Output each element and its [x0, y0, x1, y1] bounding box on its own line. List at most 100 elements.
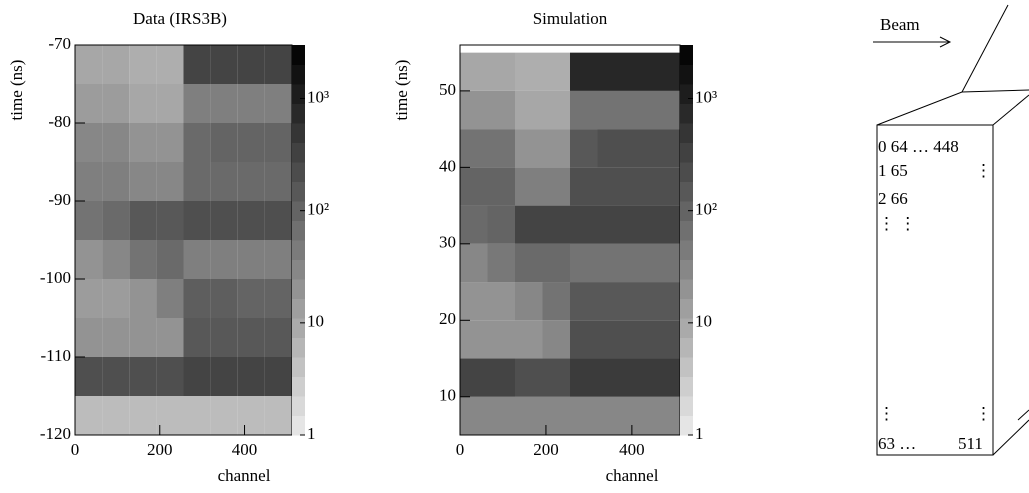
- colorbar-step: [680, 45, 693, 65]
- colorbar-step: [292, 181, 305, 202]
- colorbar-step: [292, 240, 305, 260]
- colorbar-step: [680, 357, 693, 377]
- heatmap-cell: [597, 320, 625, 359]
- y-tick-label: 40: [439, 156, 456, 175]
- heatmap-cell: [156, 162, 184, 201]
- detector-diagram: [873, 4, 1029, 456]
- heatmap-cell: [264, 45, 292, 84]
- heatmap-cell: [515, 90, 543, 130]
- colorbar-step: [292, 337, 305, 358]
- heatmap-cell: [570, 282, 598, 321]
- colorbar-step: [292, 84, 305, 104]
- colorbar-step: [292, 318, 305, 338]
- heatmap-cell: [625, 129, 653, 168]
- heatmap-cell: [237, 318, 265, 357]
- heatmap-cell: [487, 205, 515, 244]
- heatmap-cell: [625, 167, 653, 206]
- heatmap-cell: [487, 282, 515, 321]
- heatmap-cell: [156, 279, 184, 318]
- heatmap-cell: [570, 52, 598, 91]
- heatmap-cell: [625, 52, 653, 91]
- heatmap-cell: [264, 240, 292, 279]
- heatmap-cell: [210, 45, 238, 84]
- heatmap-cell: [75, 84, 103, 123]
- heatmap-cell: [156, 123, 184, 162]
- heatmap-cell: [570, 358, 598, 397]
- heatmap-cell: [102, 279, 130, 318]
- beam-label: Beam: [880, 15, 920, 34]
- x-tick-label: 0: [71, 440, 80, 459]
- heatmap-cell: [237, 279, 265, 318]
- colorbar-step: [680, 396, 693, 416]
- heatmap-cell: [652, 282, 680, 321]
- channel-label: 0 64 … 448: [878, 137, 959, 156]
- x-axis-label: channel: [218, 466, 271, 485]
- heatmap-cell: [264, 162, 292, 201]
- colorbar-step: [680, 103, 693, 124]
- heatmap-cell: [156, 201, 184, 240]
- heatmap-cell: [264, 357, 292, 396]
- heatmap-cell: [156, 84, 184, 123]
- heatmap-cell: [625, 205, 653, 244]
- heatmap-cell: [210, 318, 238, 357]
- colorbar-step: [680, 220, 693, 241]
- heatmap-cell: [515, 205, 543, 244]
- heatmap-cell: [652, 52, 680, 91]
- y-tick-label: -70: [48, 34, 71, 53]
- colorbar-step: [292, 64, 305, 85]
- heatmap-cell: [542, 396, 570, 435]
- heatmap-cell: [102, 162, 130, 201]
- heatmap-cell: [156, 318, 184, 357]
- colorbar-step: [292, 162, 305, 182]
- y-tick-label: -80: [48, 112, 71, 131]
- heatmap-cell: [487, 129, 515, 168]
- colorbar-step: [680, 84, 693, 104]
- heatmap-cell: [515, 129, 543, 168]
- heatmap-cell: [515, 358, 543, 397]
- heatmap-cell: [515, 282, 543, 321]
- y-tick-label: -90: [48, 190, 71, 209]
- heatmap-cell: [570, 90, 598, 130]
- colorbar-step: [292, 357, 305, 377]
- heatmap-cell: [542, 90, 570, 130]
- chart-title: Simulation: [533, 9, 608, 28]
- module-edge: [1017, 409, 1029, 421]
- beam-arrow-head: [939, 36, 952, 48]
- heatmap-cell: [460, 320, 488, 359]
- colorbar-step: [292, 396, 305, 416]
- heatmap-cell: [210, 279, 238, 318]
- heatmap-cell: [570, 396, 598, 435]
- y-axis-label: time (ns): [7, 60, 26, 121]
- heatmap-cell: [183, 84, 211, 123]
- heatmap-cell: [75, 201, 103, 240]
- heatmap-cell: [237, 396, 265, 435]
- heatmap-cell: [183, 201, 211, 240]
- heatmap-cell: [597, 129, 625, 168]
- colorbar-step: [292, 201, 305, 221]
- heatmap-cell: [129, 396, 157, 435]
- colorbar-step: [680, 142, 693, 163]
- heatmap-cell: [264, 279, 292, 318]
- heatmap-cell: [264, 318, 292, 357]
- heatmap-cell: [264, 396, 292, 435]
- colorbar-step: [680, 318, 693, 338]
- chart-title: Data (IRS3B): [133, 9, 227, 28]
- heatmap-cell: [597, 396, 625, 435]
- heatmap-cell: [237, 45, 265, 84]
- heatmap-cell: [156, 357, 184, 396]
- module-edge: [961, 4, 1009, 93]
- heatmap-cell: [625, 90, 653, 130]
- y-tick-label: -110: [40, 346, 71, 365]
- heatmap-cell: [210, 396, 238, 435]
- colorbar-tick-label: 10³: [695, 87, 717, 106]
- colorbar-step: [680, 162, 693, 182]
- heatmap-cell: [210, 123, 238, 162]
- colorbar-step: [292, 279, 305, 299]
- heatmap-cell: [652, 167, 680, 206]
- heatmap-cell: [625, 358, 653, 397]
- channel-label: 1 65: [878, 161, 908, 180]
- heatmap-cell: [75, 45, 103, 84]
- heatmap-cell: [460, 52, 488, 91]
- heatmap-cell: [487, 358, 515, 397]
- channel-label: ⋮: [975, 404, 992, 423]
